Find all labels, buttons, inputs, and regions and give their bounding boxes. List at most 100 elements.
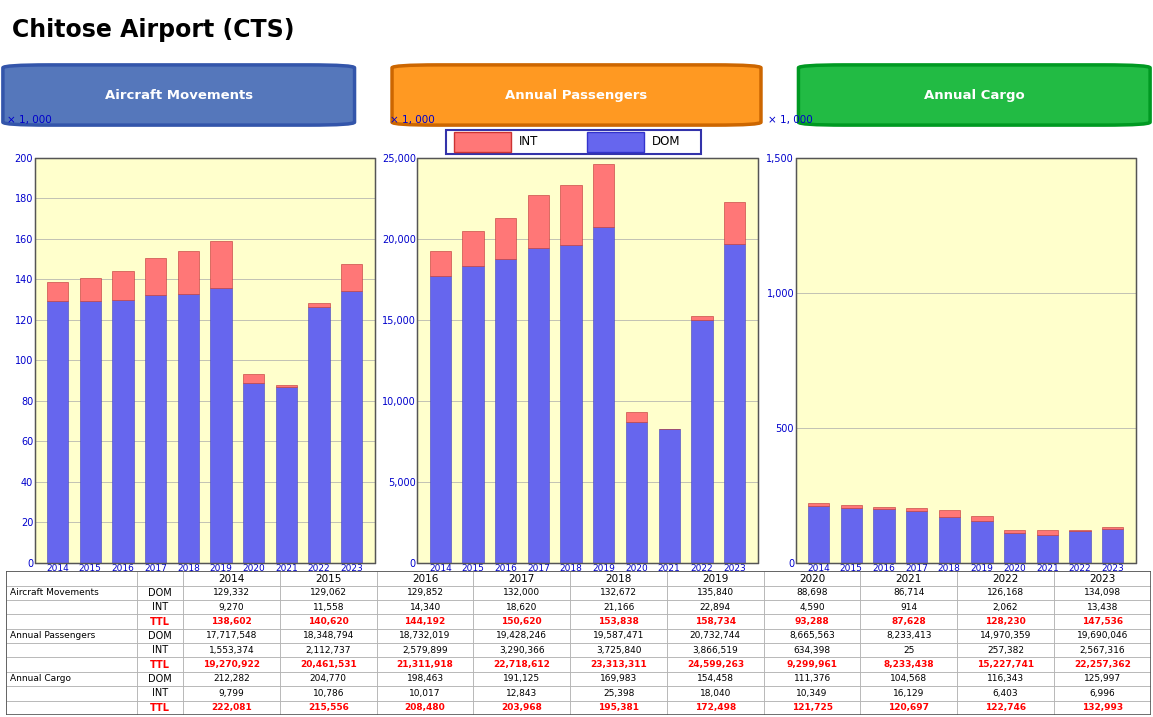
Bar <box>377 600 474 614</box>
Bar <box>1054 586 1151 600</box>
Bar <box>906 508 927 511</box>
Bar <box>183 629 280 643</box>
Bar <box>841 508 861 563</box>
Text: × 1, 000: × 1, 000 <box>7 115 52 125</box>
Bar <box>137 701 183 715</box>
Text: 20,732,744: 20,732,744 <box>689 632 741 640</box>
Bar <box>763 686 860 701</box>
Bar <box>626 412 647 422</box>
Bar <box>957 600 1054 614</box>
Bar <box>474 614 571 629</box>
Bar <box>860 629 957 643</box>
Bar <box>474 686 571 701</box>
Bar <box>763 701 860 715</box>
Bar <box>763 571 860 586</box>
Bar <box>560 185 582 245</box>
Bar <box>763 614 860 629</box>
Text: TTL: TTL <box>150 703 171 713</box>
Bar <box>528 195 549 248</box>
Text: 203,968: 203,968 <box>502 703 542 712</box>
Bar <box>571 643 666 657</box>
Bar <box>377 672 474 686</box>
Text: TTL: TTL <box>150 617 171 627</box>
Text: 23,313,311: 23,313,311 <box>590 660 647 669</box>
Bar <box>6 686 137 701</box>
Text: 21,166: 21,166 <box>603 603 634 612</box>
FancyBboxPatch shape <box>587 133 643 151</box>
Bar <box>571 701 666 715</box>
Text: 132,993: 132,993 <box>1082 703 1123 712</box>
Text: 6,996: 6,996 <box>1090 689 1115 698</box>
Bar <box>6 629 137 643</box>
Bar <box>6 586 137 600</box>
Text: 6,403: 6,403 <box>993 689 1018 698</box>
Text: 116,343: 116,343 <box>987 675 1024 683</box>
Text: 15,227,741: 15,227,741 <box>977 660 1034 669</box>
Bar <box>1054 571 1151 586</box>
Bar <box>145 295 166 563</box>
Text: 153,838: 153,838 <box>598 617 639 626</box>
Text: × 1, 000: × 1, 000 <box>768 115 813 125</box>
Bar <box>280 643 377 657</box>
Bar <box>1054 614 1151 629</box>
Bar <box>474 672 571 686</box>
Bar <box>6 643 137 657</box>
Bar <box>1102 527 1123 529</box>
Bar <box>309 308 330 563</box>
Bar <box>1070 530 1091 531</box>
Bar <box>860 600 957 614</box>
Bar <box>474 629 571 643</box>
Text: 2,567,316: 2,567,316 <box>1079 646 1125 655</box>
Text: 222,081: 222,081 <box>211 703 253 712</box>
Bar <box>1054 672 1151 686</box>
Text: 257,382: 257,382 <box>987 646 1024 655</box>
Bar <box>377 686 474 701</box>
Bar <box>841 505 861 508</box>
Bar <box>137 672 183 686</box>
Text: 2015: 2015 <box>315 574 341 584</box>
Text: 11,558: 11,558 <box>312 603 344 612</box>
Text: 2,579,899: 2,579,899 <box>402 646 447 655</box>
Text: INT: INT <box>152 688 168 698</box>
Text: 86,714: 86,714 <box>894 589 925 597</box>
Bar <box>763 672 860 686</box>
Bar <box>957 701 1054 715</box>
Text: 4,590: 4,590 <box>799 603 824 612</box>
Text: 132,000: 132,000 <box>503 589 541 597</box>
Bar <box>137 600 183 614</box>
Text: × 1, 000: × 1, 000 <box>390 115 435 125</box>
Bar <box>666 600 763 614</box>
Bar <box>183 586 280 600</box>
Text: 22,257,362: 22,257,362 <box>1073 660 1131 669</box>
Bar <box>957 686 1054 701</box>
Bar <box>47 301 68 563</box>
Text: 126,168: 126,168 <box>987 589 1024 597</box>
Text: 191,125: 191,125 <box>503 675 541 683</box>
Bar <box>763 643 860 657</box>
Text: 13,438: 13,438 <box>1086 603 1118 612</box>
Text: 22,718,612: 22,718,612 <box>493 660 550 669</box>
Bar <box>80 301 100 563</box>
Bar <box>377 586 474 600</box>
Text: 93,288: 93,288 <box>794 617 829 626</box>
Text: 87,628: 87,628 <box>891 617 926 626</box>
Bar <box>666 629 763 643</box>
Bar <box>571 672 666 686</box>
Text: 19,270,922: 19,270,922 <box>203 660 261 669</box>
Bar <box>377 629 474 643</box>
Bar <box>724 244 745 563</box>
Text: Annual Passengers: Annual Passengers <box>505 88 648 102</box>
Bar <box>280 629 377 643</box>
Bar <box>183 571 280 586</box>
Text: 129,852: 129,852 <box>407 589 444 597</box>
Text: 21,311,918: 21,311,918 <box>397 660 453 669</box>
FancyBboxPatch shape <box>798 65 1150 125</box>
Bar <box>860 686 957 701</box>
Bar <box>210 288 232 563</box>
Bar <box>724 202 745 244</box>
Text: 198,463: 198,463 <box>407 675 444 683</box>
Bar <box>183 600 280 614</box>
Text: 172,498: 172,498 <box>695 703 736 712</box>
Bar <box>1054 643 1151 657</box>
Bar <box>145 257 166 295</box>
